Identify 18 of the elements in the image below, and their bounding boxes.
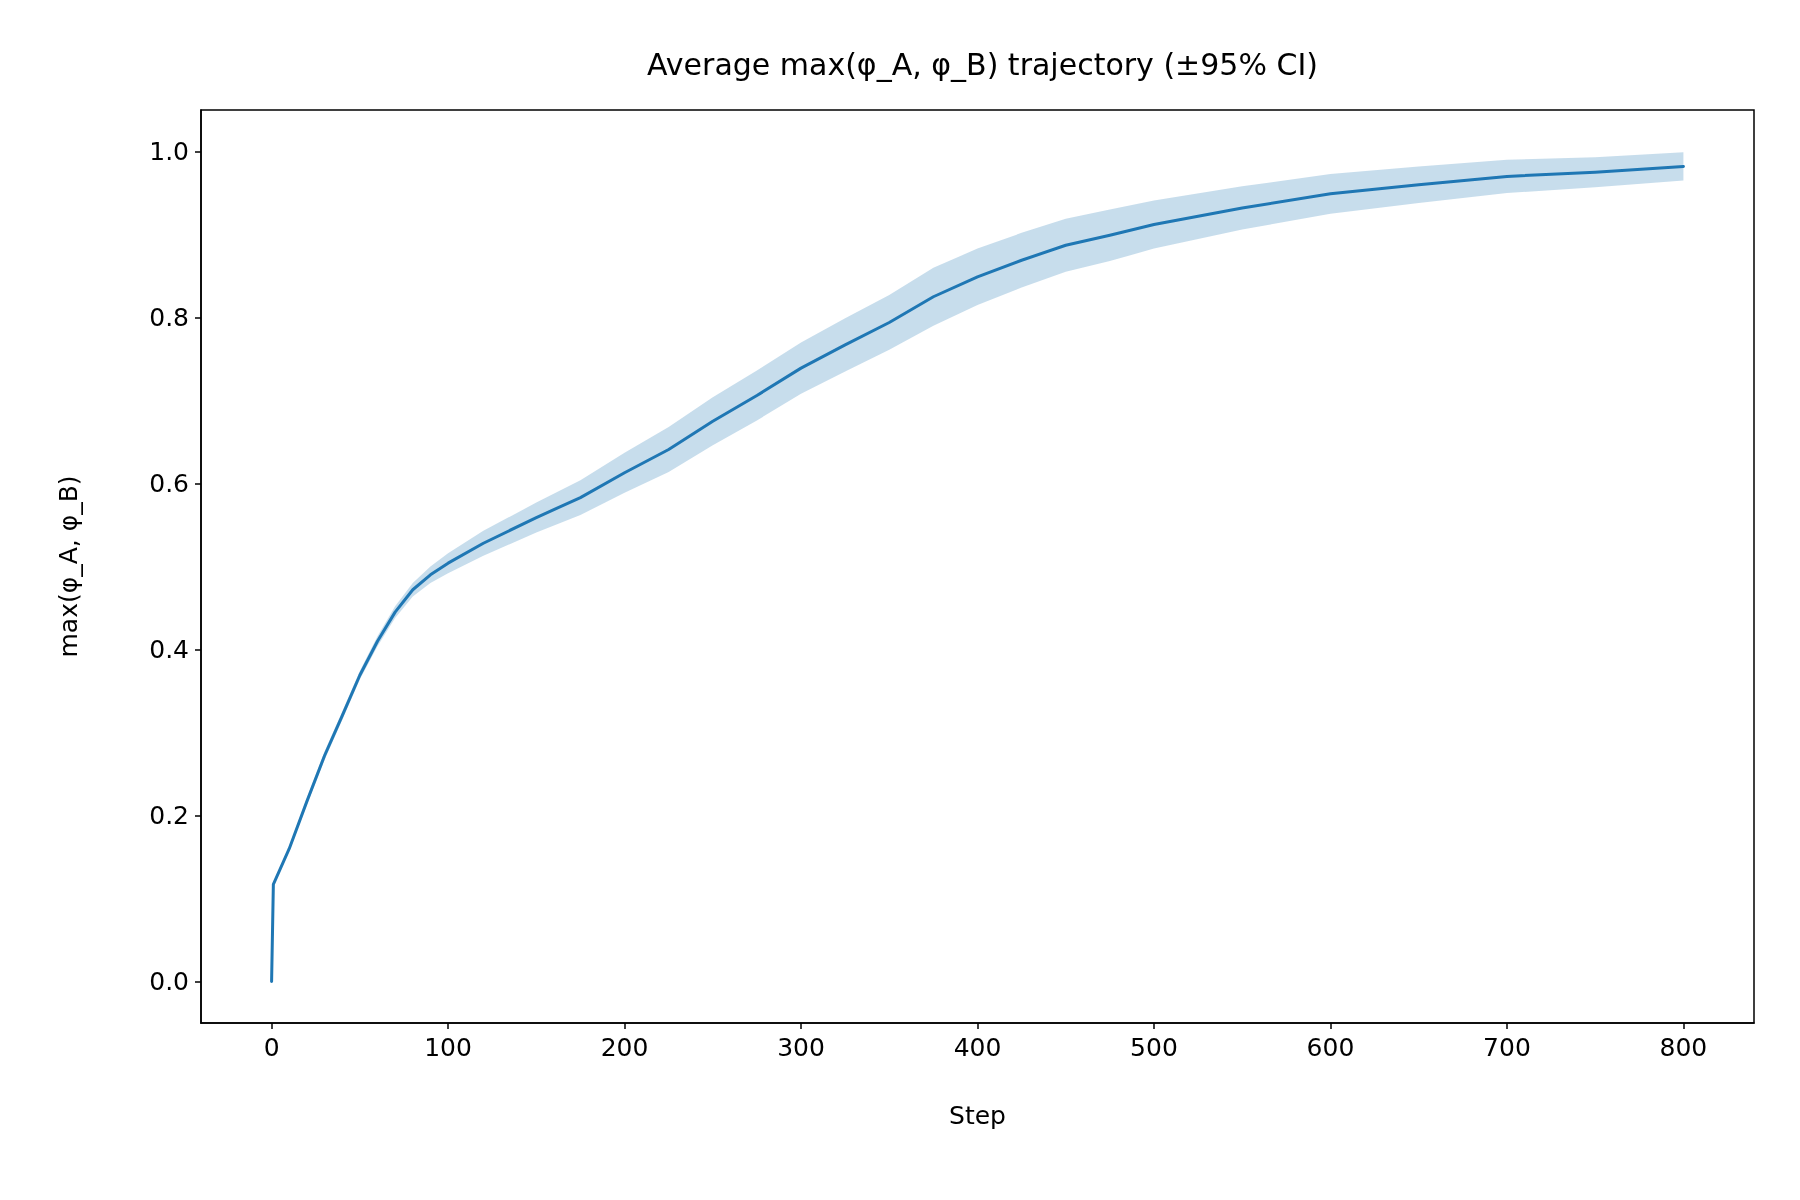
x-tick-label: 400 [953,1033,1002,1062]
y-tick-label: 1.0 [149,137,189,166]
y-tick-label: 0.0 [149,967,189,996]
x-tick-label: 700 [1483,1033,1531,1062]
x-tick-label: 100 [424,1033,472,1062]
x-tick-label: 300 [777,1033,825,1062]
chart-title: Average max(φ_A, φ_B) trajectory (±95% CI) [647,46,1318,82]
x-tick-label: 500 [1130,1033,1178,1062]
y-tick-label: 0.8 [149,303,189,332]
y-tick-label: 0.4 [149,635,189,664]
x-tick-label: 600 [1306,1033,1355,1062]
x-tick-label: 200 [600,1033,649,1062]
y-tick-label: 0.2 [149,801,189,830]
x-tick-label: 0 [263,1033,280,1062]
y-tick-label: 0.6 [149,469,189,498]
x-axis-title: Step [949,1101,1006,1130]
x-tick-label: 800 [1659,1033,1708,1062]
y-axis-title: max(φ_A, φ_B) [54,475,83,658]
